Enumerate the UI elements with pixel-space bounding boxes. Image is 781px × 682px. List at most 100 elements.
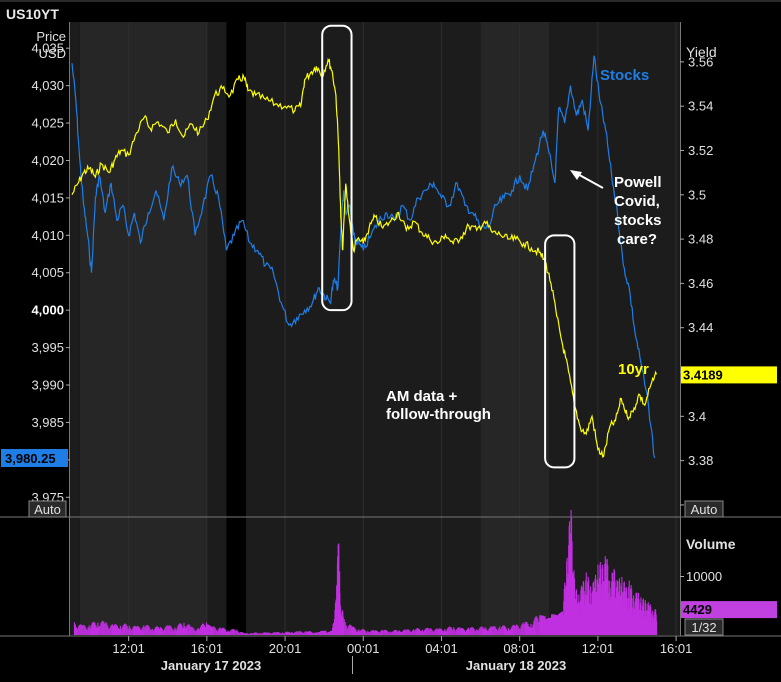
volume-bar — [279, 632, 281, 635]
volume-bar — [380, 630, 382, 635]
volume-bar — [316, 632, 318, 635]
volume-bar — [448, 626, 450, 635]
volume-bar — [544, 616, 546, 635]
volume-bar — [277, 632, 279, 635]
time-tick-label: 04:01 — [425, 641, 458, 656]
volume-bar — [223, 628, 225, 635]
volume-bar — [187, 624, 189, 635]
volume-bar — [105, 622, 107, 635]
volume-bar — [195, 631, 197, 635]
volume-bar — [520, 625, 522, 635]
volume-bar — [379, 631, 381, 635]
volume-bar — [242, 632, 244, 635]
volume-bar — [432, 631, 434, 635]
volume-bar — [115, 624, 117, 635]
volume-bar — [414, 630, 416, 635]
volume-bar — [241, 632, 243, 635]
volume-bar — [227, 630, 229, 635]
volume-bar — [531, 627, 533, 635]
volume-bar — [152, 628, 154, 635]
volume-bar — [556, 615, 558, 635]
volume-bar — [282, 632, 284, 635]
volume-bar — [488, 628, 490, 635]
volume-bar — [154, 628, 156, 635]
volume-bar — [181, 625, 183, 635]
volume-bar — [212, 627, 214, 635]
right-tick-label: 3.44 — [688, 320, 713, 335]
volume-bar — [115, 624, 117, 635]
volume-bar — [169, 625, 171, 635]
volume-bar — [201, 624, 203, 635]
volume-bar — [250, 633, 252, 635]
time-tick-label: 20:01 — [269, 641, 302, 656]
volume-bar — [497, 630, 499, 635]
volume-bar — [538, 621, 540, 635]
volume-bar — [245, 633, 247, 635]
left-tick-label: 3,990 — [31, 378, 64, 393]
volume-bar — [235, 630, 237, 635]
volume-bar — [150, 629, 152, 635]
volume-bar — [300, 631, 302, 635]
volume-bar — [466, 628, 468, 635]
powell-line-1: Powell — [614, 174, 662, 191]
volume-bar — [255, 632, 257, 635]
volume-bar — [198, 628, 200, 635]
volume-bar — [357, 630, 359, 635]
volume-bar — [298, 631, 300, 635]
volume-bar — [99, 625, 101, 635]
volume-last-value-text: 4429 — [683, 602, 712, 617]
powell-annotation: Powell Covid, stocks care? — [614, 174, 662, 248]
volume-tick-label: 10000 — [686, 569, 722, 584]
volume-bar — [437, 629, 439, 635]
time-tick-label: 08:01 — [503, 641, 536, 656]
right-axis-title: Yield — [686, 44, 717, 60]
scale-button[interactable]: 1/32 — [684, 618, 724, 636]
right-tick-label: 3.46 — [688, 276, 713, 291]
volume-bar — [263, 632, 265, 635]
symbol-title: US10YT — [6, 6, 59, 22]
volume-bar — [518, 628, 520, 635]
volume-bar — [200, 626, 202, 635]
volume-bar — [513, 625, 515, 635]
volume-bar — [494, 626, 496, 635]
volume-bar — [139, 628, 141, 635]
volume-bar — [299, 631, 301, 635]
volume-bar — [377, 632, 379, 635]
volume-bar — [311, 632, 313, 635]
volume-bar — [240, 632, 242, 635]
volume-bar — [271, 633, 273, 635]
volume-bar — [382, 630, 384, 635]
volume-bar — [449, 626, 451, 635]
volume-bar — [291, 632, 293, 635]
left-auto-button[interactable]: Auto — [28, 500, 67, 518]
volume-bar — [403, 629, 405, 635]
stocks-last-value-text: 3,980.25 — [5, 451, 56, 466]
volume-bar — [120, 629, 122, 635]
volume-bar — [417, 628, 419, 635]
right-auto-button[interactable]: Auto — [684, 500, 724, 518]
volume-bar — [455, 630, 457, 635]
volume-bar — [232, 628, 234, 635]
volume-bar — [215, 629, 217, 635]
volume-bar — [180, 623, 182, 635]
volume-bar — [485, 628, 487, 635]
volume-bar — [522, 622, 524, 635]
date-label-jan18: January 18 2023 — [466, 658, 566, 673]
volume-bar — [209, 625, 211, 635]
volume-bar — [352, 626, 354, 635]
volume-bar — [170, 626, 172, 635]
volume-bar — [109, 628, 111, 635]
volume-bar — [194, 630, 196, 635]
left-tick-label: 4,035 — [31, 41, 64, 56]
volume-bar — [350, 625, 352, 635]
volume-bar — [470, 627, 472, 635]
volume-bar — [438, 628, 440, 635]
volume-bar — [143, 625, 145, 635]
volume-bar — [428, 629, 430, 635]
volume-bar — [445, 631, 447, 635]
volume-bar — [410, 631, 412, 635]
volume-bar — [345, 625, 347, 635]
volume-bar — [74, 624, 76, 635]
volume-bar — [374, 630, 376, 635]
volume-bar — [224, 629, 226, 635]
